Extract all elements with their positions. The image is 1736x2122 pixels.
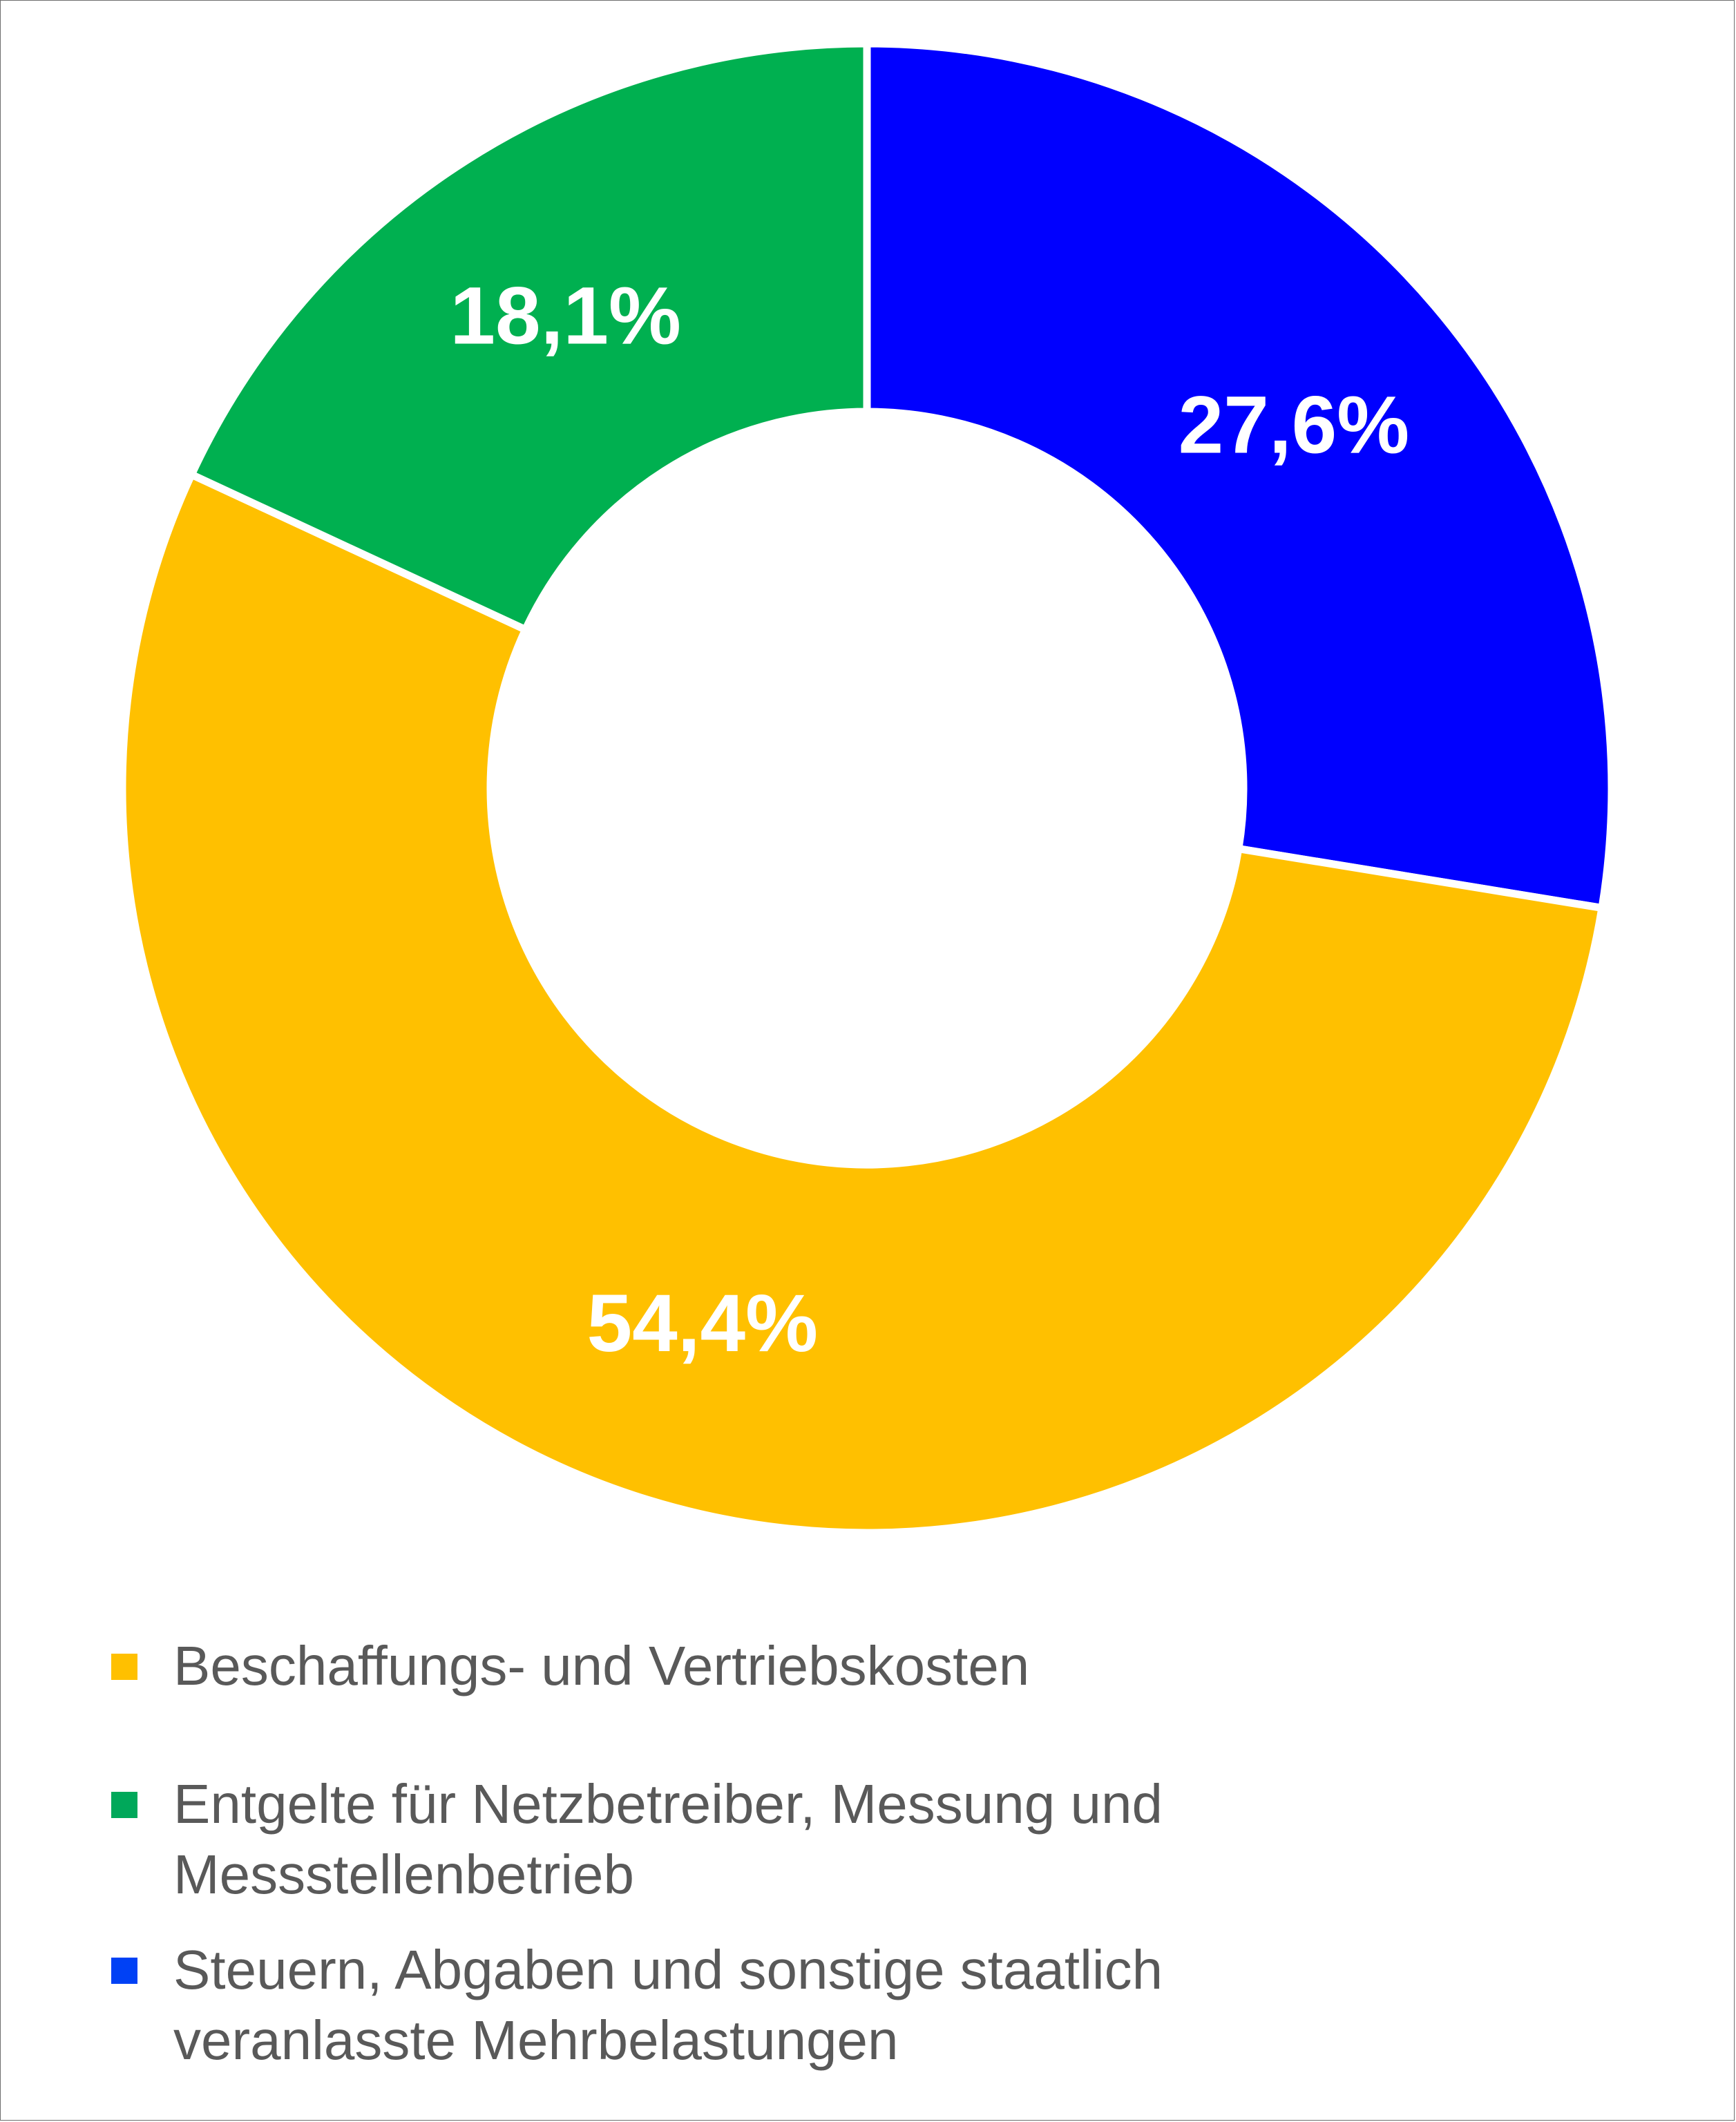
slice-labels: 27,6% 54,4% 18,1%: [450, 270, 1409, 1369]
slice-label-2: 54,4%: [586, 1278, 818, 1369]
legend-swatch: [111, 1654, 137, 1680]
donut-slice-3: [186, 39, 871, 635]
slice-label-1: 27,6%: [1179, 380, 1410, 471]
donut-slice-1: [863, 39, 1616, 912]
slice-label-3: 18,1%: [450, 270, 681, 361]
legend-label: Entgelte für Netzbetreiber, Messung und …: [173, 1773, 1163, 1905]
legend-label: Steuern, Abgaben und sonstige staatlich …: [173, 1939, 1163, 2071]
donut-slice-2: [118, 469, 1607, 1537]
legend-swatch: [111, 1958, 137, 1984]
legend-label: Beschaffungs- und Vertriebskosten: [173, 1635, 1030, 1696]
legend-swatch: [111, 1792, 137, 1818]
donut-chart: 27,6% 54,4% 18,1%: [118, 39, 1616, 1537]
donut-slices: [118, 39, 1616, 1537]
